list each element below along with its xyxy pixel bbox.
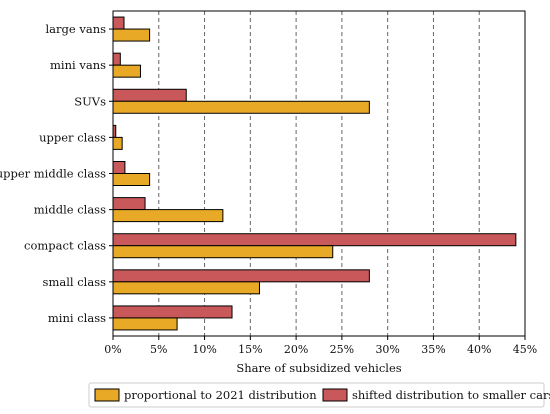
legend-swatch-proportional xyxy=(94,388,120,402)
y-tick-label: mini vans xyxy=(50,58,106,72)
bar-middle-class-proportional xyxy=(112,209,224,223)
bar-mini-vans-shifted xyxy=(112,52,121,66)
y-tick-label: small class xyxy=(43,275,107,289)
gridlines xyxy=(158,11,480,336)
bar-small-class-proportional xyxy=(112,281,260,295)
y-tick-label: mini class xyxy=(48,311,106,325)
x-tick-label: 10% xyxy=(192,343,216,356)
bar-compact-class-shifted xyxy=(112,233,517,247)
bar-large-vans-proportional xyxy=(112,28,151,42)
x-tick-label: 45% xyxy=(513,343,537,356)
bar-upper-middle-class-shifted xyxy=(112,161,126,174)
x-tick-label: 40% xyxy=(467,343,491,356)
bar-compact-class-proportional xyxy=(112,245,334,259)
legend-label-shifted: shifted distribution to smaller cars xyxy=(352,388,550,402)
legend-label-proportional: proportional to 2021 distribution xyxy=(124,388,317,402)
x-tick-label: 0% xyxy=(104,343,121,356)
x-tick-label: 5% xyxy=(150,343,167,356)
bar-mini-class-proportional xyxy=(112,317,178,331)
y-tick-label: compact class xyxy=(24,239,106,253)
bar-upper-middle-class-proportional xyxy=(112,173,151,186)
bar-SUVs-proportional xyxy=(112,100,370,114)
y-tick-label: middle class xyxy=(34,203,106,217)
x-tick-label: 25% xyxy=(330,343,354,356)
legend-box xyxy=(88,382,545,408)
y-tick-label: large vans xyxy=(45,22,106,36)
bar-large-vans-shifted xyxy=(112,16,125,30)
bar-SUVs-shifted xyxy=(112,88,187,102)
legend: proportional to 2021 distribution shifte… xyxy=(88,382,550,408)
bar-small-class-shifted xyxy=(112,269,370,283)
x-tick-label: 30% xyxy=(375,343,399,356)
bar-middle-class-shifted xyxy=(112,197,146,211)
bar-mini-vans-proportional xyxy=(112,64,141,78)
x-tick-label: 20% xyxy=(284,343,308,356)
bar-mini-class-shifted xyxy=(112,305,233,319)
x-tick-label: 35% xyxy=(421,343,445,356)
y-tick-label: upper class xyxy=(39,130,106,144)
y-tick-label: SUVs xyxy=(74,94,106,108)
axis-labels: 0% 5% 10% 15% 20% 25% 30% 35% 40% 45% large vans mi… xyxy=(0,22,537,356)
axis-ticks xyxy=(109,28,526,340)
y-tick-label: upper middle class xyxy=(0,167,106,181)
bar-upper-class-proportional xyxy=(112,136,123,150)
x-tick-label: 15% xyxy=(238,343,262,356)
legend-swatch-shifted xyxy=(322,388,348,402)
bars xyxy=(112,16,517,331)
x-axis-title: Share of subsidized vehicles xyxy=(236,361,401,375)
